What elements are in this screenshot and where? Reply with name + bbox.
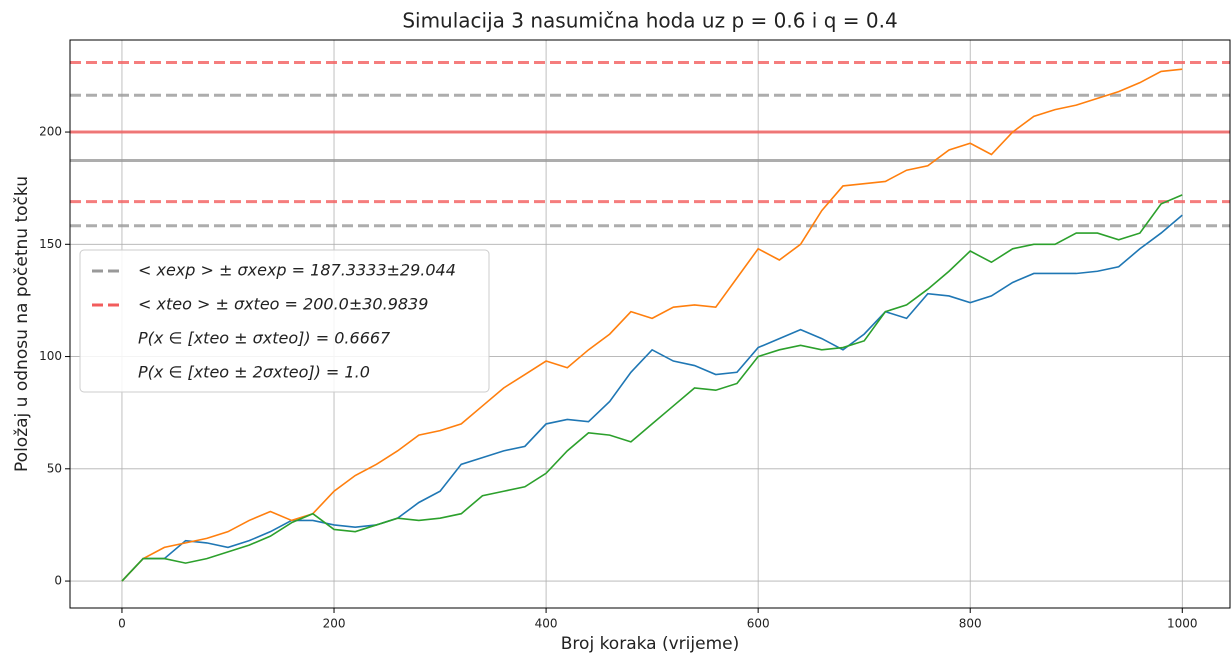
x-axis-label: Broj koraka (vrijeme) <box>561 634 739 654</box>
legend-label: < xteo > ± σxteo = 200.0±30.9839 <box>138 295 428 314</box>
x-tick-label: 400 <box>535 617 558 631</box>
y-tick-label: 100 <box>39 349 62 363</box>
legend: < xexp > ± σxexp = 187.3333±29.044 < xteo… <box>79 249 490 393</box>
y-tick-label: 50 <box>47 461 62 475</box>
legend-label: P(x ∈ [xteo ± σxteo]) = 0.6667 <box>138 329 391 348</box>
y-tick-label: 0 <box>54 574 62 588</box>
y-tick-label: 200 <box>39 125 62 139</box>
x-tick-label: 800 <box>959 617 982 631</box>
legend-box <box>79 249 490 393</box>
x-tick-label: 200 <box>323 617 346 631</box>
series-line <box>121 194 1183 582</box>
legend-label: < xexp > ± σxexp = 187.3333±29.044 <box>138 261 456 280</box>
plot-frame <box>69 39 1231 609</box>
legend-label: P(x ∈ [xteo ± 2σxteo]) = 1.0 <box>138 363 370 382</box>
series-line <box>121 68 1183 582</box>
x-tick-label: 1000 <box>1167 617 1198 631</box>
chart-title: Simulacija 3 nasumična hoda uz p = 0.6 i… <box>402 9 897 33</box>
x-tick-label: 0 <box>118 617 126 631</box>
x-tick-label: 600 <box>747 617 770 631</box>
y-tick-label: 150 <box>39 237 62 251</box>
y-axis-label: Položaj u odnosu na početnu točku <box>12 176 32 472</box>
